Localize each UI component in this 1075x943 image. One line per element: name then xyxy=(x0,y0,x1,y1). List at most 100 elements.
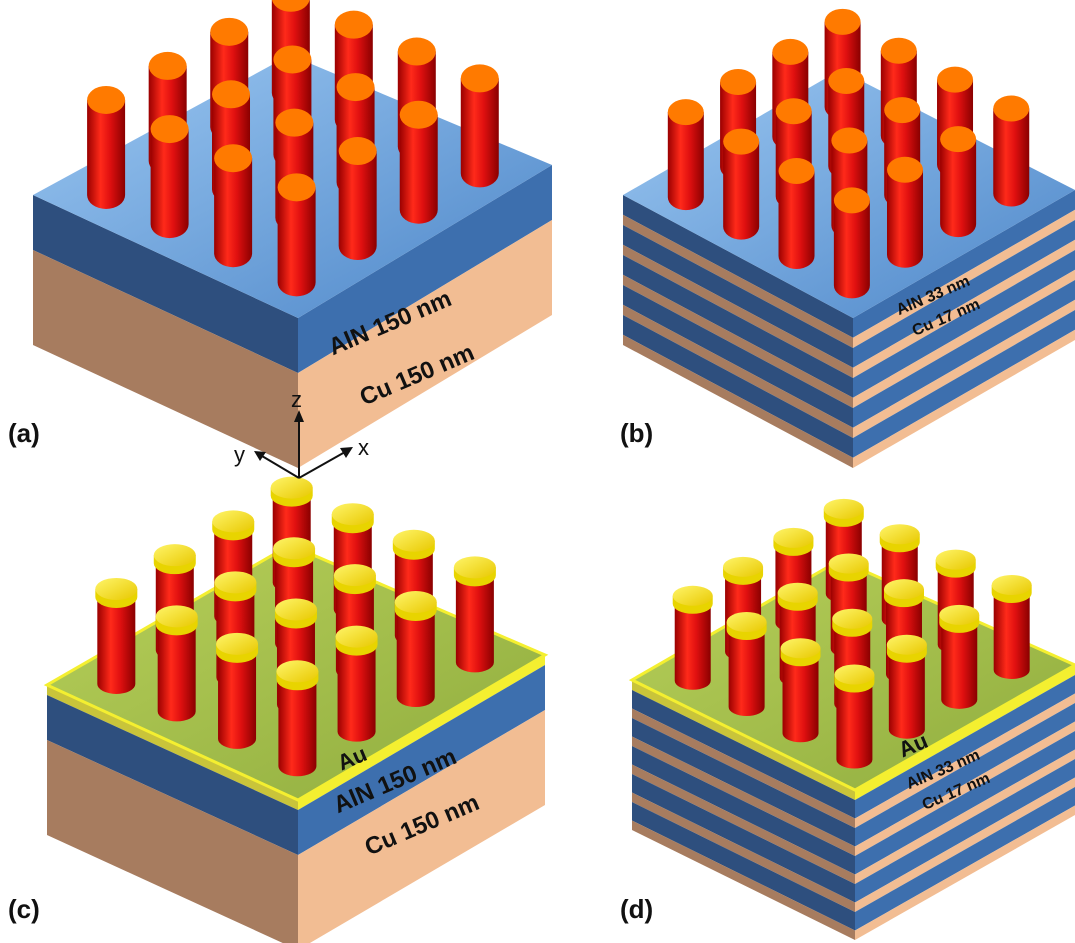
au-cap-top xyxy=(828,553,869,574)
nanopillar xyxy=(276,660,319,777)
pillar-body xyxy=(778,170,815,269)
pillar-array xyxy=(667,8,1030,299)
pillar-body xyxy=(833,200,870,299)
panel-label-c: (c) xyxy=(8,894,40,924)
pillar-top xyxy=(212,80,251,109)
nanopillar xyxy=(399,100,438,224)
au-cap-top xyxy=(153,544,196,567)
pillar-top xyxy=(214,144,253,173)
aln-layer-side-right xyxy=(853,310,1075,458)
au-cap-top xyxy=(276,660,319,683)
cu-layer-side-right xyxy=(855,777,1075,912)
aln-layer-side-right xyxy=(298,665,545,855)
cu-layer-side-right xyxy=(853,269,1075,408)
cu-layer-side-right xyxy=(853,299,1075,438)
au-layer-side-left xyxy=(47,685,298,810)
pillar-top xyxy=(277,173,316,202)
nanopillar xyxy=(95,577,138,694)
cu-layer-side-left xyxy=(632,736,855,856)
x-axis-arrowhead xyxy=(340,447,353,458)
pillar-body xyxy=(396,601,435,707)
panel-d: Au AlN 33 nm Cu 17 nm (d) xyxy=(620,498,1075,940)
pillar-top xyxy=(397,37,436,66)
pillar-body xyxy=(941,614,978,709)
au-cap-top xyxy=(274,598,317,621)
panel-a: AlN 150 nm Cu 150 nm (a) xyxy=(8,0,552,468)
aln-layer-side-left xyxy=(632,690,855,819)
panel-c: Au AlN 150 nm Cu 150 nm (c) xyxy=(8,476,549,943)
nanopillar xyxy=(940,126,977,238)
pillar-body xyxy=(888,644,925,739)
x-axis-label: x xyxy=(358,435,369,460)
pillar-top xyxy=(87,85,126,114)
pillar-body xyxy=(728,622,765,717)
pillar-body xyxy=(97,588,136,694)
nanopillar xyxy=(460,64,499,188)
pillar-top xyxy=(723,128,760,155)
aln-layer-side-right xyxy=(855,675,1075,819)
au-cap-top xyxy=(780,638,821,659)
aln-layer-side-right xyxy=(855,759,1075,903)
aln-layer-side-left xyxy=(623,255,853,398)
axes-indicator: z x y xyxy=(234,387,369,479)
pillar-top xyxy=(824,8,861,35)
nanopillar xyxy=(993,95,1030,207)
cu-layer-side-right xyxy=(298,710,545,943)
pillar-body xyxy=(150,129,189,239)
cu-layer-side-left xyxy=(623,274,853,408)
cu-layer-side-left xyxy=(623,244,853,378)
au-cap-top xyxy=(777,582,818,603)
cu-layer-side-right xyxy=(853,239,1075,378)
au-cap-top xyxy=(95,577,138,600)
pillar-top xyxy=(831,127,868,154)
aln-layer-side-right xyxy=(853,250,1075,398)
nanopillar xyxy=(726,612,767,717)
cu-layer-side-right xyxy=(298,220,552,468)
au-cap-top xyxy=(832,608,873,629)
nanopillar xyxy=(87,85,126,209)
nanopillar xyxy=(723,128,760,240)
pillar-body xyxy=(218,643,257,749)
au-cap-top xyxy=(155,605,198,628)
pillar-top xyxy=(272,0,310,12)
pillar-array xyxy=(87,0,499,297)
pillar-top xyxy=(275,108,314,137)
z-axis-arrowhead xyxy=(294,410,304,422)
nanopillar xyxy=(214,144,253,268)
pillar-body xyxy=(667,112,704,211)
nanopillar xyxy=(277,173,316,297)
pillar-top xyxy=(940,126,977,153)
pillar-top xyxy=(720,69,757,96)
aln-layer-side-right xyxy=(855,731,1075,875)
pillar-top xyxy=(334,10,373,39)
au-cap-top xyxy=(212,510,255,533)
pillar-top xyxy=(828,68,865,95)
aln-layer-side-left xyxy=(33,195,298,373)
pillar-body xyxy=(214,158,253,268)
nanopillar xyxy=(335,625,378,742)
pillar-top xyxy=(778,157,815,184)
aln-layer-side-left xyxy=(632,718,855,847)
cu-layer-side-left xyxy=(632,792,855,912)
aln-layer-side-left xyxy=(632,802,855,931)
pillar-body xyxy=(157,616,196,722)
pillar-top xyxy=(937,66,974,93)
nanopillar xyxy=(780,638,821,743)
x-axis-line xyxy=(298,451,346,479)
y-axis-arrowhead xyxy=(254,451,266,461)
cu-layer-side-left xyxy=(33,250,298,468)
pillar-array xyxy=(672,498,1032,769)
nanopillar xyxy=(834,664,875,769)
au-cap-top xyxy=(883,579,924,600)
panel-label-d: (d) xyxy=(620,894,653,924)
au-cap-top xyxy=(392,529,435,552)
au-cap-top xyxy=(723,556,764,577)
nanopillar xyxy=(338,137,377,261)
pillar-top xyxy=(399,100,438,129)
nanopillar xyxy=(886,634,927,739)
panel-b: AlN 33 nm Cu 17 nm (b) xyxy=(620,8,1075,468)
au-cap-top xyxy=(672,585,713,606)
pillar-top xyxy=(148,51,187,80)
pillar-body xyxy=(723,141,760,240)
panel-label-a: (a) xyxy=(8,418,40,448)
